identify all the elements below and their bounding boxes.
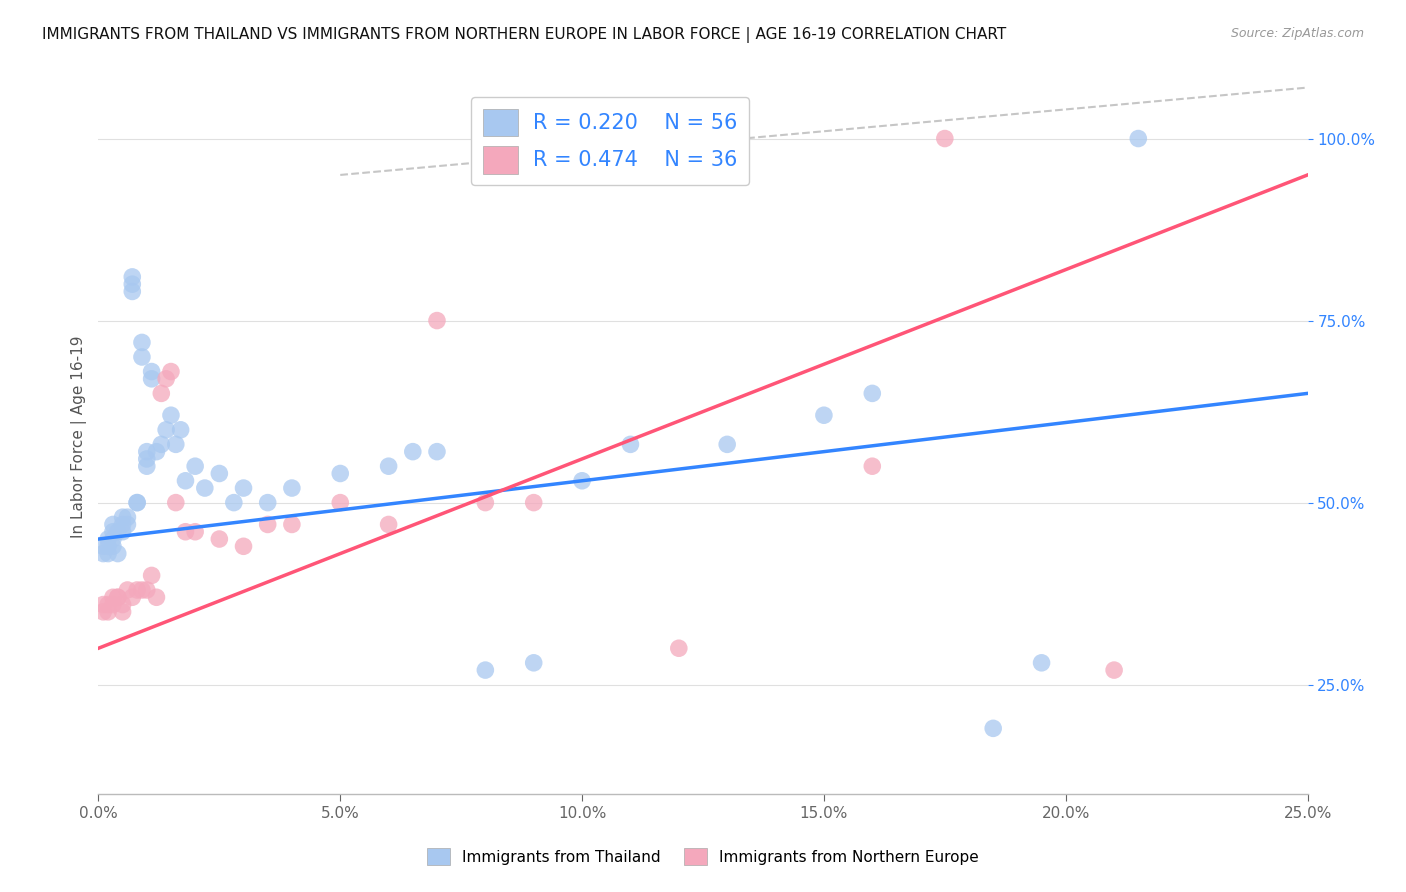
Point bbox=[208, 467, 231, 481]
Point bbox=[121, 269, 143, 284]
Point bbox=[426, 313, 449, 327]
Point bbox=[91, 539, 114, 553]
Point bbox=[668, 641, 690, 656]
Point bbox=[117, 517, 139, 532]
Point bbox=[91, 598, 114, 612]
Point bbox=[145, 591, 167, 605]
Point bbox=[194, 481, 217, 495]
Point bbox=[1102, 663, 1125, 677]
Point bbox=[127, 495, 149, 509]
Point bbox=[107, 524, 129, 539]
Point bbox=[155, 423, 177, 437]
Point bbox=[184, 459, 207, 474]
Point bbox=[145, 444, 167, 458]
Point bbox=[101, 598, 124, 612]
Point bbox=[111, 598, 134, 612]
Point bbox=[107, 591, 129, 605]
Point bbox=[174, 474, 197, 488]
Point bbox=[101, 517, 124, 532]
Point bbox=[117, 510, 139, 524]
Point bbox=[141, 365, 163, 379]
Point bbox=[121, 277, 143, 292]
Point bbox=[184, 524, 207, 539]
Point bbox=[101, 524, 124, 539]
Point bbox=[127, 582, 149, 597]
Point bbox=[934, 131, 956, 145]
Point bbox=[377, 517, 399, 532]
Point bbox=[127, 495, 149, 509]
Point bbox=[1128, 131, 1150, 145]
Point bbox=[117, 582, 139, 597]
Point bbox=[174, 524, 197, 539]
Point bbox=[111, 524, 134, 539]
Point bbox=[101, 532, 124, 546]
Point bbox=[474, 495, 496, 509]
Point bbox=[101, 539, 124, 553]
Point bbox=[716, 437, 738, 451]
Point bbox=[523, 656, 546, 670]
Point bbox=[208, 532, 231, 546]
Point bbox=[111, 605, 134, 619]
Point bbox=[256, 495, 278, 509]
Text: Source: ZipAtlas.com: Source: ZipAtlas.com bbox=[1230, 27, 1364, 40]
Point bbox=[111, 517, 134, 532]
Point bbox=[141, 568, 163, 582]
Point bbox=[860, 459, 883, 474]
Point bbox=[165, 495, 187, 509]
Point bbox=[131, 350, 153, 364]
Point bbox=[222, 495, 245, 509]
Point bbox=[155, 372, 177, 386]
Point bbox=[107, 591, 129, 605]
Point bbox=[121, 591, 143, 605]
Point bbox=[281, 481, 304, 495]
Point bbox=[169, 423, 191, 437]
Point bbox=[101, 591, 124, 605]
Point bbox=[256, 517, 278, 532]
Point bbox=[474, 663, 496, 677]
Point bbox=[150, 386, 173, 401]
Point bbox=[97, 532, 120, 546]
Point bbox=[97, 598, 120, 612]
Point bbox=[329, 495, 352, 509]
Legend: Immigrants from Thailand, Immigrants from Northern Europe: Immigrants from Thailand, Immigrants fro… bbox=[422, 842, 984, 871]
Point bbox=[91, 547, 114, 561]
Point bbox=[150, 437, 173, 451]
Point bbox=[121, 285, 143, 299]
Point bbox=[135, 451, 157, 466]
Legend: R = 0.220    N = 56, R = 0.474    N = 36: R = 0.220 N = 56, R = 0.474 N = 36 bbox=[471, 97, 749, 186]
Point bbox=[571, 474, 593, 488]
Y-axis label: In Labor Force | Age 16-19: In Labor Force | Age 16-19 bbox=[72, 335, 87, 539]
Point bbox=[131, 335, 153, 350]
Point bbox=[329, 467, 352, 481]
Text: IMMIGRANTS FROM THAILAND VS IMMIGRANTS FROM NORTHERN EUROPE IN LABOR FORCE | AGE: IMMIGRANTS FROM THAILAND VS IMMIGRANTS F… bbox=[42, 27, 1007, 43]
Point bbox=[97, 547, 120, 561]
Point bbox=[160, 409, 183, 423]
Point bbox=[97, 539, 120, 553]
Point bbox=[619, 437, 641, 451]
Point bbox=[232, 539, 254, 553]
Point bbox=[97, 605, 120, 619]
Point bbox=[135, 582, 157, 597]
Point bbox=[91, 605, 114, 619]
Point bbox=[426, 444, 449, 458]
Point bbox=[1031, 656, 1053, 670]
Point bbox=[135, 459, 157, 474]
Point bbox=[281, 517, 304, 532]
Point bbox=[232, 481, 254, 495]
Point bbox=[377, 459, 399, 474]
Point bbox=[131, 582, 153, 597]
Point bbox=[860, 386, 883, 401]
Point bbox=[981, 722, 1004, 736]
Point bbox=[135, 444, 157, 458]
Point bbox=[107, 547, 129, 561]
Point bbox=[813, 409, 835, 423]
Point bbox=[523, 495, 546, 509]
Point bbox=[111, 510, 134, 524]
Point bbox=[165, 437, 187, 451]
Point bbox=[160, 365, 183, 379]
Point bbox=[141, 372, 163, 386]
Point bbox=[402, 444, 425, 458]
